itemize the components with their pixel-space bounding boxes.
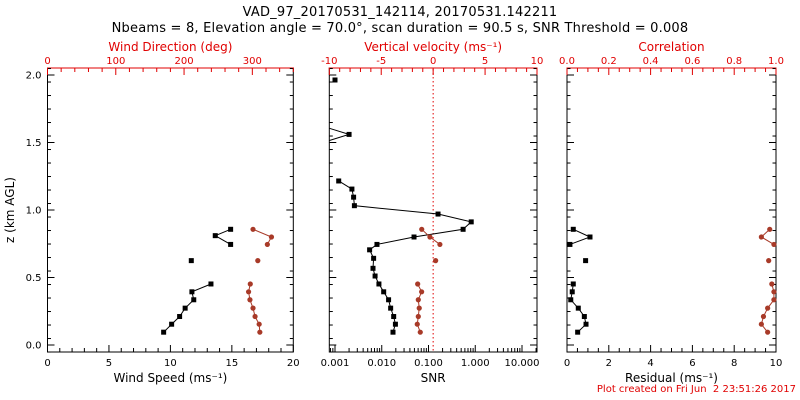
svg-text:5: 5 (106, 358, 112, 369)
svg-text:2: 2 (606, 358, 612, 369)
svg-text:6: 6 (689, 358, 695, 369)
svg-text:Wind Direction (deg): Wind Direction (deg) (108, 40, 232, 54)
svg-text:1.000: 1.000 (461, 358, 490, 369)
svg-text:100: 100 (106, 56, 125, 67)
svg-text:0.4: 0.4 (643, 56, 659, 67)
svg-text:z (km AGL): z (km AGL) (3, 177, 17, 243)
svg-text:10: 10 (164, 358, 177, 369)
svg-text:0: 0 (44, 56, 50, 67)
svg-text:0.0: 0.0 (26, 341, 42, 352)
svg-text:0.001: 0.001 (321, 358, 350, 369)
svg-text:4: 4 (647, 358, 653, 369)
svg-text:0.100: 0.100 (414, 358, 443, 369)
svg-text:Vertical velocity (ms⁻¹): Vertical velocity (ms⁻¹) (364, 40, 502, 54)
svg-text:0: 0 (430, 56, 436, 67)
svg-text:Wind Speed (ms⁻¹): Wind Speed (ms⁻¹) (113, 371, 227, 385)
svg-text:-10: -10 (321, 56, 337, 67)
svg-text:10: 10 (531, 56, 544, 67)
svg-text:0.0: 0.0 (559, 56, 575, 67)
svg-text:0.2: 0.2 (601, 56, 617, 67)
svg-text:20: 20 (287, 358, 300, 369)
svg-text:10.000: 10.000 (505, 358, 540, 369)
svg-text:0: 0 (564, 358, 570, 369)
svg-text:-5: -5 (376, 56, 386, 67)
svg-text:0.010: 0.010 (367, 358, 396, 369)
svg-text:Residual (ms⁻¹): Residual (ms⁻¹) (625, 371, 718, 385)
svg-text:1.0: 1.0 (768, 56, 784, 67)
svg-text:0: 0 (44, 358, 50, 369)
svg-text:200: 200 (175, 56, 194, 67)
svg-text:0.6: 0.6 (684, 56, 700, 67)
plot-created-timestamp: Plot created on Fri Jun 2 23:51:26 2017 (596, 384, 796, 395)
svg-text:1.5: 1.5 (26, 138, 42, 149)
svg-text:1.0: 1.0 (26, 206, 42, 217)
svg-text:5: 5 (482, 56, 488, 67)
plot-subtitle: Nbeams = 8, Elevation angle = 70.0°, sca… (111, 21, 689, 36)
svg-text:300: 300 (243, 56, 262, 67)
svg-text:Correlation: Correlation (638, 40, 704, 54)
svg-text:0.5: 0.5 (26, 273, 42, 284)
svg-text:8: 8 (731, 358, 737, 369)
svg-text:0.8: 0.8 (726, 56, 742, 67)
svg-text:10: 10 (770, 358, 783, 369)
plot-title: VAD_97_20170531_142114, 20170531.142211 (242, 5, 558, 20)
svg-text:15: 15 (225, 358, 238, 369)
svg-text:2.0: 2.0 (26, 71, 42, 82)
svg-text:SNR: SNR (421, 371, 446, 385)
